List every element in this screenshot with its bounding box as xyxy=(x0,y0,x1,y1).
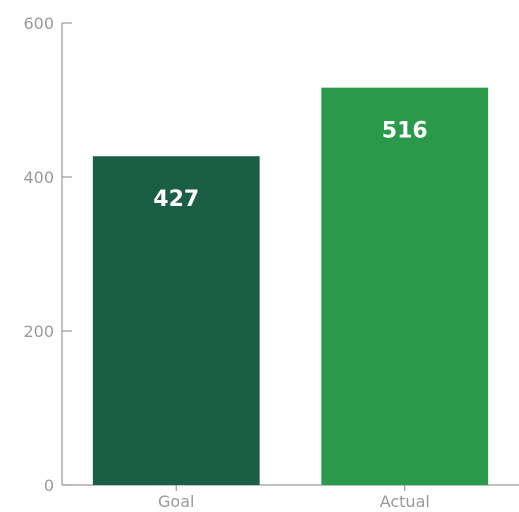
x-tick-label: Goal xyxy=(158,492,194,511)
x-axis: Goal Actual xyxy=(62,484,519,511)
data-label-actual: 516 xyxy=(382,119,428,144)
y-tick-label: 0 xyxy=(44,476,54,495)
bars-group: 427 516 xyxy=(92,87,489,486)
y-tick-label: 200 xyxy=(23,322,54,341)
bar-actual xyxy=(321,87,489,486)
y-axis: 0 200 400 600 xyxy=(23,14,72,495)
x-tick-label: Actual xyxy=(380,492,430,511)
y-tick-label: 600 xyxy=(23,14,54,33)
y-tick-label: 400 xyxy=(23,168,54,187)
data-label-goal: 427 xyxy=(153,187,199,212)
bar-goal xyxy=(92,156,260,485)
